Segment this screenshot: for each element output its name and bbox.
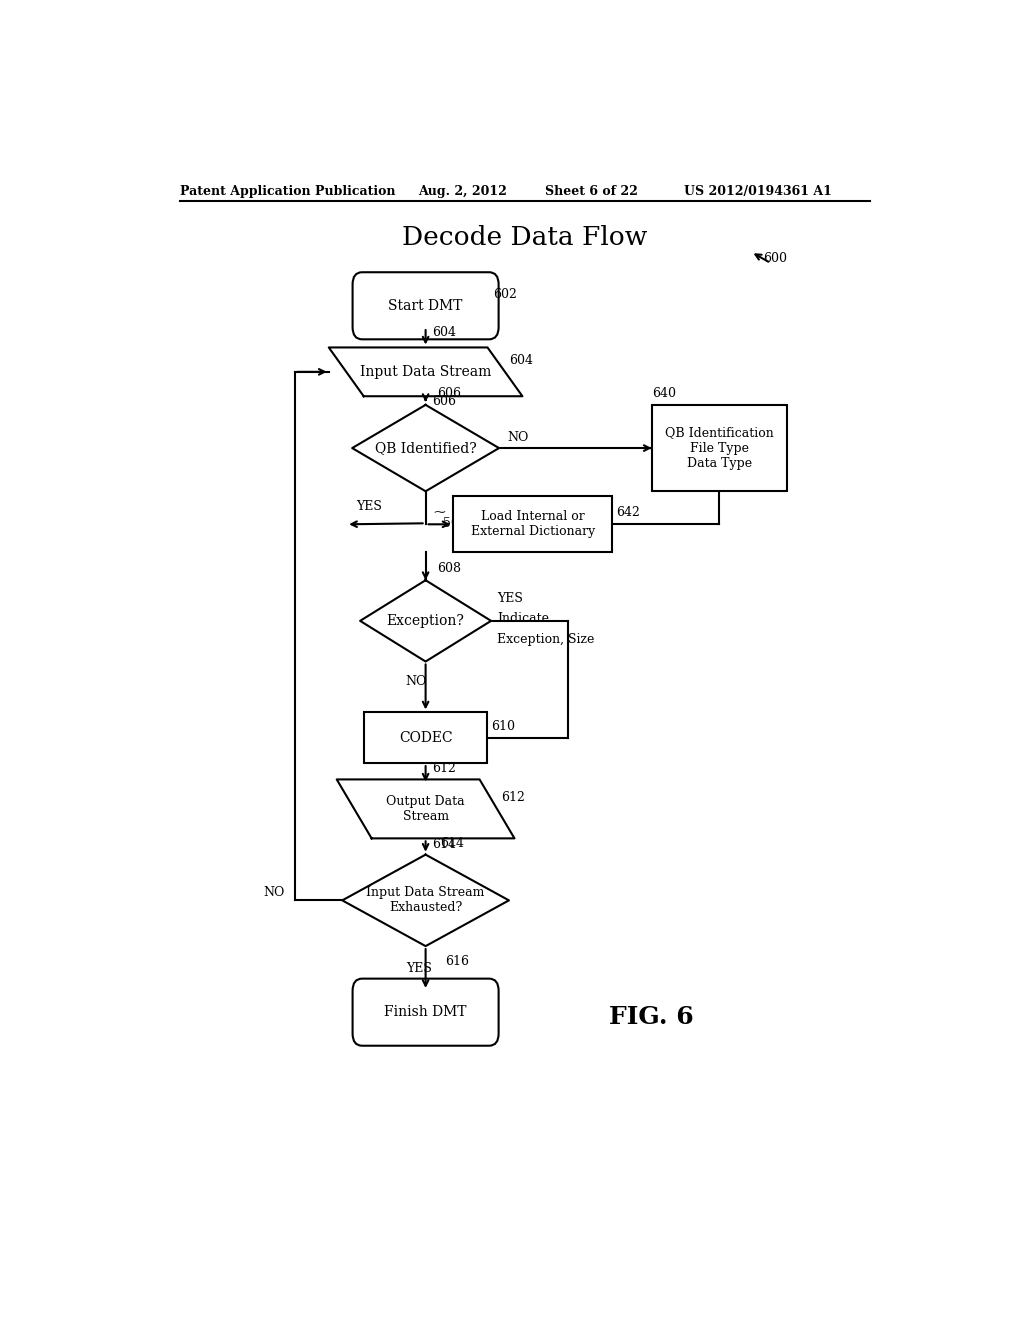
Text: Load Internal or
External Dictionary: Load Internal or External Dictionary [471, 511, 595, 539]
Text: Indicate: Indicate [498, 612, 550, 626]
Text: QB Identification
File Type
Data Type: QB Identification File Type Data Type [665, 426, 773, 470]
Text: YES: YES [356, 500, 382, 513]
Text: US 2012/0194361 A1: US 2012/0194361 A1 [684, 185, 831, 198]
Text: NO: NO [507, 432, 528, 445]
Text: 508: 508 [443, 517, 467, 531]
Bar [454, 496, 612, 552]
Text: Input Data Stream
Exhausted?: Input Data Stream Exhausted? [367, 886, 484, 915]
Text: NO: NO [263, 886, 285, 899]
Text: CODEC: CODEC [398, 731, 453, 744]
Text: Aug. 2, 2012: Aug. 2, 2012 [418, 185, 507, 198]
Polygon shape [360, 581, 492, 661]
Text: 610: 610 [492, 719, 515, 733]
Text: 642: 642 [616, 507, 640, 519]
FancyBboxPatch shape [352, 272, 499, 339]
Text: 608: 608 [437, 562, 462, 576]
Text: Finish DMT: Finish DMT [384, 1005, 467, 1019]
Text: YES: YES [406, 962, 432, 975]
Text: 612: 612 [501, 791, 525, 804]
Text: ~: ~ [432, 503, 445, 520]
Bar [365, 713, 487, 763]
Text: Patent Application Publication: Patent Application Publication [179, 185, 395, 198]
Text: Decode Data Flow: Decode Data Flow [402, 226, 647, 251]
Bar [652, 405, 786, 491]
Text: 640: 640 [652, 387, 676, 400]
Text: 606: 606 [437, 387, 462, 400]
Text: FIG. 6: FIG. 6 [609, 1006, 694, 1030]
Text: Start DMT: Start DMT [388, 298, 463, 313]
Text: Sheet 6 of 22: Sheet 6 of 22 [545, 185, 638, 198]
Text: 616: 616 [445, 956, 469, 969]
Text: 602: 602 [494, 288, 517, 301]
Text: NO: NO [406, 676, 427, 688]
Text: Exception?: Exception? [387, 614, 465, 628]
Text: 604: 604 [509, 354, 532, 367]
Polygon shape [342, 854, 509, 946]
Text: 606: 606 [432, 396, 456, 408]
Text: Exception, Size: Exception, Size [498, 632, 595, 645]
Text: Output Data
Stream: Output Data Stream [386, 795, 465, 822]
Text: 612: 612 [432, 763, 456, 775]
Polygon shape [337, 779, 514, 838]
Text: 604: 604 [432, 326, 456, 339]
Text: 600: 600 [763, 252, 786, 264]
Text: Input Data Stream: Input Data Stream [359, 364, 492, 379]
Text: 614: 614 [432, 838, 456, 850]
FancyBboxPatch shape [352, 978, 499, 1045]
Polygon shape [352, 405, 499, 491]
Text: 614: 614 [440, 837, 464, 850]
Text: QB Identified?: QB Identified? [375, 441, 476, 455]
Text: YES: YES [498, 591, 523, 605]
Polygon shape [329, 347, 522, 396]
